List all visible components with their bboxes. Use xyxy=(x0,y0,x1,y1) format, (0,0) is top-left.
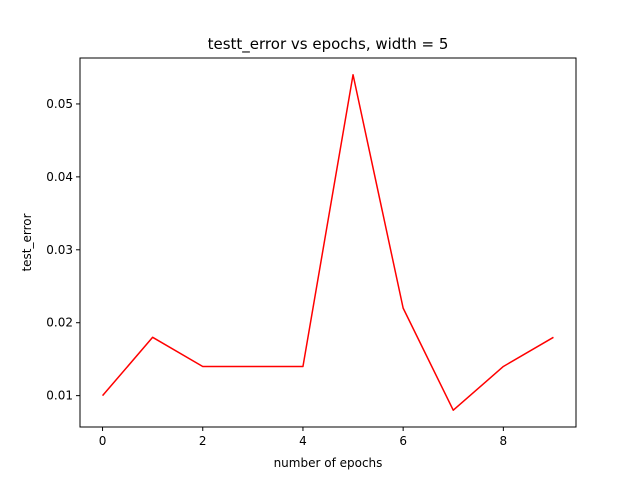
x-axis: 0 2 4 6 8 xyxy=(99,427,507,448)
x-tick-label: 4 xyxy=(299,434,307,448)
y-tick-label: 0.01 xyxy=(46,389,73,403)
chart-title: testt_error vs epochs, width = 5 xyxy=(208,35,449,54)
x-axis-label: number of epochs xyxy=(274,456,383,470)
x-tick-label: 2 xyxy=(199,434,207,448)
plot-area xyxy=(101,74,554,411)
y-tick-label: 0.03 xyxy=(46,243,73,257)
y-tick-label: 0.04 xyxy=(46,170,73,184)
series-line-0 xyxy=(101,74,554,411)
y-tick-label: 0.05 xyxy=(46,97,73,111)
y-tick-label: 0.02 xyxy=(46,316,73,330)
y-axis: 0.01 0.02 0.03 0.04 0.05 xyxy=(46,97,80,403)
plot-frame xyxy=(79,57,577,428)
y-axis-label: test_error xyxy=(20,213,34,271)
x-tick-label: 6 xyxy=(399,434,407,448)
x-tick-label: 8 xyxy=(500,434,508,448)
x-tick-label: 0 xyxy=(99,434,107,448)
